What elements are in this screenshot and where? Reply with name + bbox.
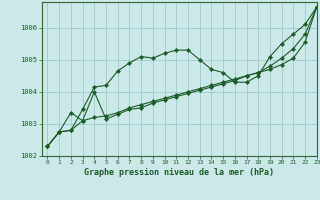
X-axis label: Graphe pression niveau de la mer (hPa): Graphe pression niveau de la mer (hPa) — [84, 168, 274, 177]
